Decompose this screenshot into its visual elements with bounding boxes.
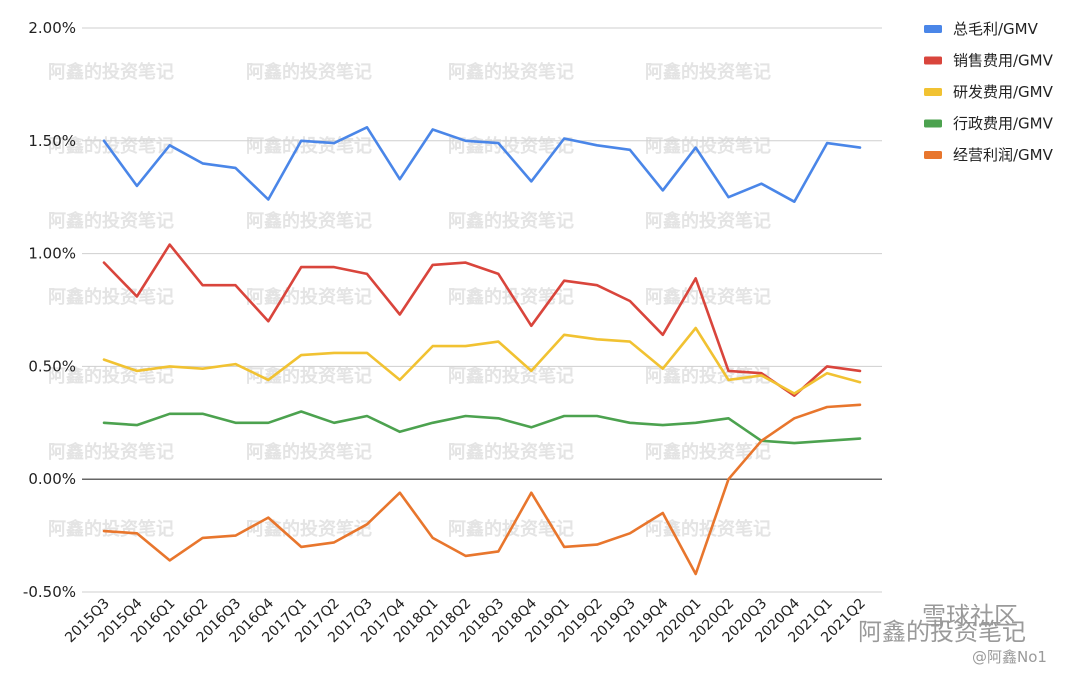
legend-label: 经营利润/GMV: [953, 146, 1054, 164]
series-line-2: [102, 243, 862, 398]
watermark-text: 阿鑫的投资笔记: [48, 61, 174, 83]
watermark-text: 阿鑫的投资笔记: [48, 441, 174, 463]
legend-swatch: [924, 25, 942, 33]
series-line-5: [102, 403, 862, 576]
y-tick-label: -0.50%: [23, 583, 76, 601]
watermark-text: 阿鑫的投资笔记: [246, 441, 372, 463]
watermark-text: 阿鑫的投资笔记: [246, 210, 372, 232]
watermark-text: 阿鑫的投资笔记: [645, 135, 771, 157]
watermark-text: 阿鑫的投资笔记: [48, 210, 174, 232]
watermark-text: 阿鑫的投资笔记: [645, 518, 771, 540]
legend-swatch: [924, 151, 942, 159]
legend-swatch: [924, 119, 942, 128]
watermark-text: 阿鑫的投资笔记: [448, 61, 574, 83]
watermark-text: 阿鑫的投资笔记: [448, 441, 574, 463]
series-line-1: [102, 126, 862, 203]
legend: 总毛利/GMV 销售费用/GMV 研发费用/GMV 行政费用/GMV 经营利润/GMV: [924, 20, 1054, 164]
watermark-text: 阿鑫的投资笔记: [645, 61, 771, 83]
legend-label: 总毛利/GMV: [953, 20, 1039, 38]
y-tick-label: 2.00%: [28, 19, 76, 37]
y-tick-label: 0.50%: [28, 357, 76, 375]
series-lines: [102, 126, 862, 576]
legend-swatch: [924, 56, 942, 65]
watermark-text: 阿鑫的投资笔记: [246, 286, 372, 308]
watermark-text: 阿鑫的投资笔记: [246, 518, 372, 540]
legend-swatch: [924, 88, 942, 96]
y-tick-label: 1.50%: [28, 132, 76, 150]
watermark-text: 阿鑫的投资笔记: [246, 135, 372, 157]
legend-label: 研发费用/GMV: [953, 83, 1054, 101]
watermark-text: 阿鑫的投资笔记: [645, 210, 771, 232]
watermark-text: 阿鑫的投资笔记: [645, 441, 771, 463]
watermark-text: 阿鑫的投资笔记: [448, 365, 574, 387]
y-axis-ticks: -0.50% 0.00% 0.50% 1.00% 1.50% 2.00%: [23, 19, 76, 601]
watermark-text: 阿鑫的投资笔记: [448, 135, 574, 157]
watermark-text: 阿鑫的投资笔记: [246, 61, 372, 83]
series-line-4: [102, 410, 862, 445]
watermark-text: 阿鑫的投资笔记: [48, 286, 174, 308]
brand-top: 雪球社区: [922, 602, 1018, 630]
grid-lines: [82, 27, 882, 593]
x-axis-ticks: 2015Q32015Q42016Q12016Q22016Q32016Q42017…: [62, 595, 869, 646]
brand-main: 阿鑫的投资笔记: [858, 618, 1026, 646]
brand-handle: @阿鑫No1: [972, 648, 1047, 666]
legend-label: 行政费用/GMV: [953, 115, 1054, 133]
legend-label: 销售费用/GMV: [953, 52, 1054, 70]
branding-watermark: 雪球社区 阿鑫的投资笔记 @阿鑫No1: [858, 602, 1047, 666]
watermark-text: 阿鑫的投资笔记: [645, 286, 771, 308]
series-line-3: [102, 326, 862, 395]
watermark-text: 阿鑫的投资笔记: [448, 210, 574, 232]
watermark-text: 阿鑫的投资笔记: [246, 365, 372, 387]
watermark-text: 阿鑫的投资笔记: [448, 286, 574, 308]
y-tick-label: 1.00%: [28, 245, 76, 263]
y-tick-label: 0.00%: [28, 470, 76, 488]
watermark-text: 阿鑫的投资笔记: [48, 518, 174, 540]
